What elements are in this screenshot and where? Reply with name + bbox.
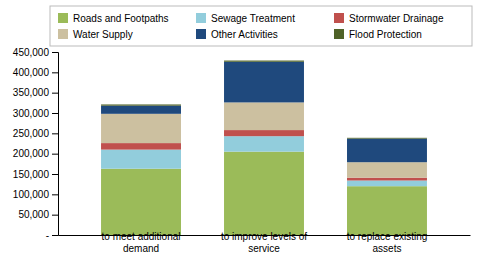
- legend-swatch: [196, 29, 206, 39]
- y-tick: 50,000: [18, 209, 58, 220]
- x-tick-label: to improve levels ofservice: [221, 231, 307, 254]
- legend-item: Flood Protection: [334, 29, 422, 40]
- y-tick-label: 150,000: [13, 169, 50, 180]
- legend-label: Sewage Treatment: [211, 13, 295, 24]
- y-tick: 300,000: [13, 108, 58, 119]
- y-tick: -: [46, 230, 58, 241]
- bar: [101, 150, 181, 169]
- y-tick-mark: [52, 194, 58, 195]
- y-tick-mark: [52, 113, 58, 114]
- y-tick: 200,000: [13, 148, 58, 159]
- y-tick-label: -: [46, 230, 49, 241]
- y-tick-mark: [52, 215, 58, 216]
- bar: [224, 61, 304, 62]
- series: [101, 61, 427, 139]
- bars: [101, 61, 427, 235]
- y-tick: 250,000: [13, 128, 58, 139]
- y-tick: 450,000: [13, 47, 58, 58]
- y-tick-label: 450,000: [13, 47, 50, 58]
- series: [101, 62, 427, 162]
- y-tick-label: 50,000: [18, 209, 49, 220]
- series: [101, 102, 427, 177]
- bar: [224, 62, 304, 103]
- bar: [347, 162, 427, 177]
- bar: [101, 106, 181, 114]
- bar: [347, 137, 427, 139]
- bar: [347, 186, 427, 235]
- y-tick: 350,000: [13, 87, 58, 98]
- bar: [224, 136, 304, 151]
- bar: [347, 181, 427, 187]
- series: [101, 136, 427, 186]
- legend-item: Roads and Footpaths: [58, 13, 169, 24]
- x-tick-label: to replace existingassets: [347, 231, 428, 254]
- legend-label: Flood Protection: [349, 29, 422, 40]
- bar: [224, 130, 304, 136]
- x-tick: to replace existingassets: [347, 231, 428, 254]
- legend-item: Other Activities: [196, 29, 278, 40]
- y-tick-mark: [52, 174, 58, 175]
- y-axis: - 50,000 100,000 150,000 200,000 250,000 300,0…: [13, 47, 59, 241]
- y-tick: 150,000: [13, 169, 58, 180]
- legend-item: Sewage Treatment: [196, 13, 295, 24]
- y-tick-mark: [52, 235, 58, 236]
- legend-label: Stormwater Drainage: [349, 13, 444, 24]
- x-tick-label: to meet additionaldemand: [102, 231, 181, 254]
- x-tick: to meet additionaldemand: [102, 231, 181, 254]
- bar: [101, 143, 181, 150]
- legend-frame: [50, 6, 472, 46]
- bar: [347, 139, 427, 163]
- y-tick-label: 350,000: [13, 87, 50, 98]
- legend-label: Other Activities: [211, 29, 278, 40]
- legend-label: Roads and Footpaths: [73, 13, 169, 24]
- legend-swatch: [334, 13, 344, 23]
- legend: Roads and Footpaths Sewage Treatment Storm…: [50, 6, 472, 46]
- y-tick-mark: [52, 133, 58, 134]
- y-axis-line: [52, 53, 59, 236]
- y-tick-label: 250,000: [13, 128, 50, 139]
- chart: - 50,000 100,000 150,000 200,000 250,000 300,0…: [0, 0, 484, 273]
- legend-swatch: [196, 13, 206, 23]
- legend-swatch: [334, 29, 344, 39]
- legend-item: Water Supply: [58, 29, 133, 40]
- x-tick: to improve levels ofservice: [221, 231, 307, 254]
- legend-swatch: [58, 29, 68, 39]
- y-tick-mark: [52, 154, 58, 155]
- y-tick-label: 300,000: [13, 108, 50, 119]
- bar: [347, 178, 427, 181]
- bar: [101, 169, 181, 235]
- y-tick: 400,000: [13, 67, 58, 78]
- y-tick-label: 400,000: [13, 67, 50, 78]
- y-tick-mark: [52, 52, 58, 53]
- y-tick-mark: [52, 93, 58, 94]
- bar: [224, 102, 304, 130]
- legend-label: Water Supply: [73, 29, 133, 40]
- y-tick-label: 100,000: [13, 189, 50, 200]
- y-tick-mark: [52, 72, 58, 73]
- x-axis: to meet additionaldemand to improve level…: [59, 231, 471, 254]
- bar: [224, 152, 304, 235]
- plot: - 50,000 100,000 150,000 200,000 250,000 300,0…: [13, 47, 471, 254]
- legend-item: Stormwater Drainage: [334, 13, 444, 24]
- y-tick-label: 200,000: [13, 148, 50, 159]
- bar: [101, 114, 181, 143]
- y-tick: 100,000: [13, 189, 58, 200]
- legend-swatch: [58, 13, 68, 23]
- bar: [101, 104, 181, 105]
